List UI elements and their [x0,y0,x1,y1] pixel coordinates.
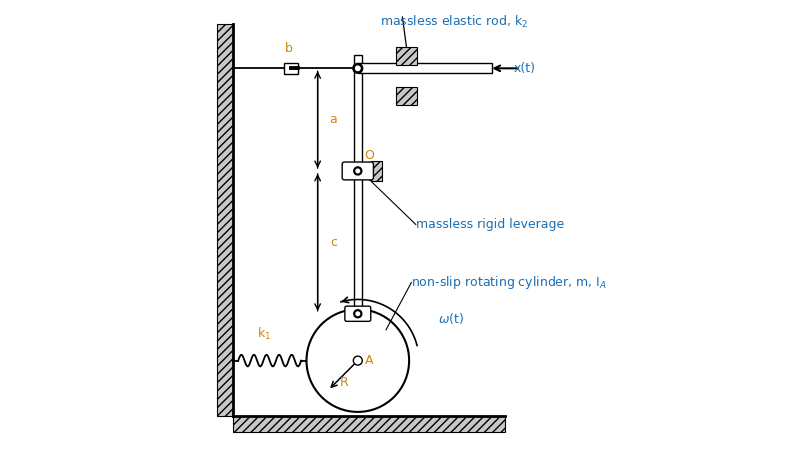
Circle shape [353,63,363,73]
Bar [358,63,492,73]
Bar [233,416,505,432]
Text: A: A [364,354,373,367]
FancyBboxPatch shape [345,306,371,321]
Bar [354,55,362,314]
Text: non-slip rotating cylinder, m, I$_A$: non-slip rotating cylinder, m, I$_A$ [412,274,608,291]
Bar [284,63,297,74]
Bar [396,47,417,65]
Text: $\omega$(t): $\omega$(t) [438,311,464,326]
Circle shape [354,310,362,318]
Circle shape [356,312,360,316]
Text: a: a [330,113,337,126]
Circle shape [353,356,362,365]
Text: k$_1$: k$_1$ [257,326,272,342]
Text: x(t): x(t) [514,62,536,75]
Text: R: R [340,376,349,389]
Circle shape [354,167,362,175]
Circle shape [356,169,360,173]
Circle shape [356,66,360,70]
FancyBboxPatch shape [342,162,373,180]
Text: massless elastic rod, k$_2$: massless elastic rod, k$_2$ [380,13,528,30]
Text: massless rigid leverage: massless rigid leverage [416,218,564,231]
Bar [371,161,382,181]
Circle shape [306,309,409,412]
Text: O: O [364,149,375,162]
Text: b: b [285,42,293,55]
Bar [396,87,417,105]
Text: c: c [330,236,337,249]
Bar [217,24,233,416]
